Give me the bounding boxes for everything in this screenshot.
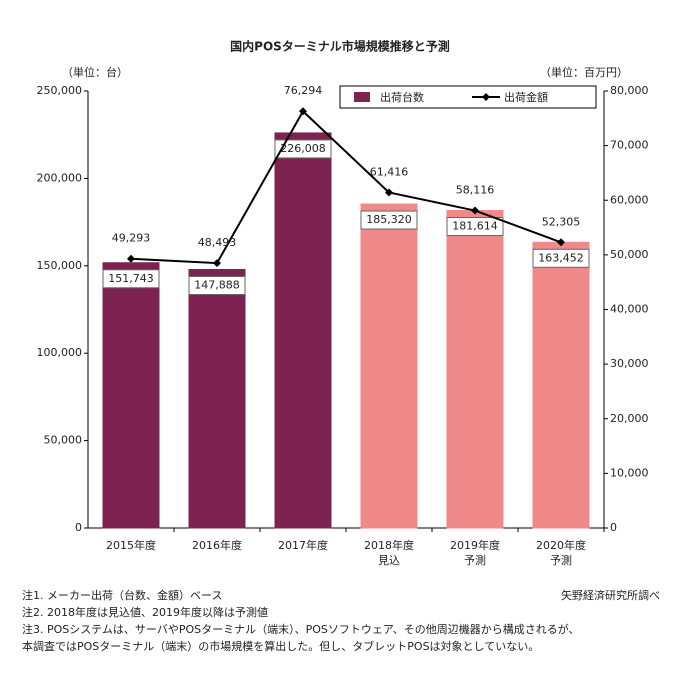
line-value-label: 61,416: [370, 166, 409, 179]
y2-tick-label: 60,000: [610, 193, 649, 206]
y-tick-label: 0: [75, 521, 82, 534]
legend-box: [339, 85, 597, 109]
legend-marker: [482, 93, 490, 101]
x-tick-label: 予測: [464, 553, 486, 567]
y-unit-label: （単位：台）: [62, 65, 128, 79]
line-value-label: 48,493: [198, 236, 237, 249]
y-tick-label: 100,000: [37, 346, 83, 359]
legend-swatch: [354, 92, 370, 102]
y2-unit-label: （単位：百万円）: [540, 65, 628, 79]
note: 注1. メーカー出荷（台数、金額）ベース: [22, 588, 222, 602]
note: 注2. 2018年度は見込値、2019年度以降は予測値: [22, 605, 268, 619]
bar: [188, 268, 246, 529]
bar: [274, 132, 332, 529]
x-tick-label: 2019年度: [450, 538, 500, 552]
y2-tick-label: 40,000: [610, 303, 649, 316]
bar-value-label: 151,743: [108, 272, 154, 285]
line-marker: [557, 238, 565, 247]
line-value-label: 52,305: [542, 215, 581, 228]
line-marker: [471, 206, 479, 215]
chart-title: 国内POSターミナル市場規模推移と予測: [230, 39, 450, 54]
line: [130, 109, 562, 265]
y2-tick-label: 20,000: [610, 412, 649, 425]
bar-value-label: 147,888: [194, 278, 240, 291]
bar: [532, 241, 590, 529]
y2-tick-label: 30,000: [610, 357, 649, 370]
line-marker: [213, 259, 221, 268]
bar-value-label: 185,320: [366, 213, 412, 226]
y2-tick-label: 10,000: [610, 466, 649, 479]
line-marker: [299, 107, 307, 116]
y2-tick-label: 80,000: [610, 84, 649, 97]
bar-value-label: 163,452: [538, 251, 584, 264]
line-value-label: 49,293: [112, 232, 151, 245]
x-tick-label: 見込: [378, 554, 400, 567]
bar-value-label: 181,614: [452, 220, 498, 233]
line-value-label: 58,116: [456, 184, 495, 197]
bar: [360, 203, 418, 529]
line-value-label: 76,294: [284, 84, 323, 97]
legend-label: 出荷台数: [380, 90, 424, 104]
value-label-box: [274, 139, 332, 159]
y-tick-label: 50,000: [44, 434, 83, 447]
line-marker: [385, 188, 393, 197]
bar-value-label: 226,008: [280, 142, 326, 155]
value-label-box: [446, 217, 504, 237]
x-tick-label: 2020年度: [536, 538, 586, 552]
source: 矢野経済研究所調べ: [561, 588, 660, 602]
y2-tick-label: 0: [610, 521, 617, 534]
x-tick-label: 2016年度: [192, 538, 242, 552]
y-tick-label: 150,000: [37, 259, 83, 272]
y2-tick-label: 70,000: [610, 139, 649, 152]
value-label-box: [188, 275, 246, 295]
bar: [102, 262, 160, 529]
x-tick-label: 予測: [550, 553, 572, 567]
y-tick-label: 200,000: [37, 171, 83, 184]
x-tick-label: 2017年度: [278, 538, 328, 552]
y-tick-label: 250,000: [37, 84, 83, 97]
line-marker: [127, 254, 135, 263]
y2-tick-label: 50,000: [610, 248, 649, 261]
note: 本調査ではPOSターミナル（端末）の市場規模を算出した。但し、タブレットPOSは…: [22, 639, 539, 653]
value-label-box: [532, 248, 590, 268]
value-label-box: [102, 269, 160, 289]
value-label-box: [360, 210, 418, 230]
note: 注3. POSシステムは、サーバやPOSターミナル（端末）、POSソフトウェア、…: [22, 622, 580, 636]
x-tick-label: 2015年度: [106, 538, 156, 552]
legend-label: 出荷金額: [504, 90, 548, 104]
x-tick-label: 2018年度: [364, 538, 414, 552]
bar: [446, 210, 504, 529]
